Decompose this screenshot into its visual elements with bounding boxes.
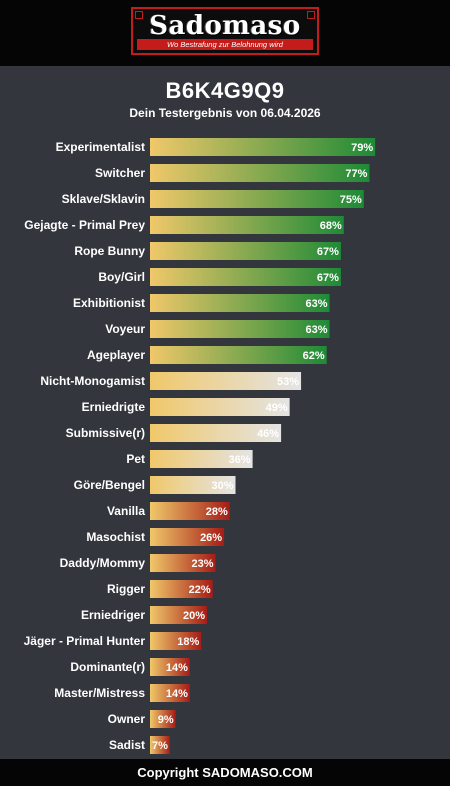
result-bar xyxy=(150,268,341,286)
value-label: 28% xyxy=(206,506,228,518)
result-bar xyxy=(150,476,236,494)
category-label: Switcher xyxy=(95,166,145,180)
value-label: 49% xyxy=(266,402,288,414)
value-label: 62% xyxy=(303,350,325,362)
category-label: Rope Bunny xyxy=(74,244,145,258)
logo-text: Sadomaso xyxy=(149,11,301,41)
result-bar xyxy=(150,684,190,702)
result-bar xyxy=(150,242,341,260)
result-bar xyxy=(150,138,376,156)
result-bar xyxy=(150,606,207,624)
value-label: 68% xyxy=(320,220,342,232)
result-bar xyxy=(150,320,330,338)
result-bar xyxy=(150,424,282,442)
value-label: 14% xyxy=(166,688,188,700)
category-label: Rigger xyxy=(107,582,145,596)
result-bar xyxy=(150,554,216,572)
category-label: Ageplayer xyxy=(87,348,145,362)
value-label: 26% xyxy=(200,532,222,544)
category-label: Daddy/Mommy xyxy=(60,556,146,570)
result-bar xyxy=(150,372,302,390)
category-label: Jäger - Primal Hunter xyxy=(24,634,146,648)
result-bar xyxy=(150,450,253,468)
value-label: 36% xyxy=(229,454,251,466)
result-bar xyxy=(150,190,364,208)
value-label: 79% xyxy=(351,142,373,154)
value-label: 77% xyxy=(345,168,367,180)
category-label: Sklave/Sklavin xyxy=(62,192,145,206)
result-bar xyxy=(150,164,370,182)
category-label: Sadist xyxy=(109,738,145,752)
result-title: B6K4G9Q9 xyxy=(165,78,285,103)
category-label: Voyeur xyxy=(105,322,145,336)
value-label: 53% xyxy=(277,376,299,388)
value-label: 63% xyxy=(306,298,328,310)
value-label: 23% xyxy=(192,558,214,570)
result-bar xyxy=(150,346,327,364)
result-bar xyxy=(150,580,213,598)
category-label: Boy/Girl xyxy=(98,270,145,284)
value-label: 18% xyxy=(177,636,199,648)
value-label: 67% xyxy=(317,246,339,258)
result-bar xyxy=(150,502,230,520)
logo-corner-ornament xyxy=(307,11,315,19)
sadomaso-logo[interactable]: Sadomaso Wo Bestrafung zur Belohnung wir… xyxy=(131,7,319,55)
result-bar xyxy=(150,736,170,754)
logo-corner-ornament xyxy=(135,11,143,19)
value-label: 7% xyxy=(152,740,168,752)
category-label: Göre/Bengel xyxy=(74,478,145,492)
result-bar xyxy=(150,658,190,676)
value-label: 67% xyxy=(317,272,339,284)
value-label: 75% xyxy=(340,194,362,206)
result-bar xyxy=(150,216,344,234)
result-bar xyxy=(150,710,176,728)
category-label: Experimentalist xyxy=(56,140,145,154)
category-label: Submissive(r) xyxy=(66,426,145,440)
value-label: 9% xyxy=(158,714,174,726)
category-label: Dominante(r) xyxy=(70,660,145,674)
result-bar xyxy=(150,528,225,546)
site-header: Sadomaso Wo Bestrafung zur Belohnung wir… xyxy=(0,0,450,66)
category-label: Erniedriger xyxy=(81,608,145,622)
value-label: 30% xyxy=(211,480,233,492)
value-label: 63% xyxy=(306,324,328,336)
category-label: Masochist xyxy=(86,530,145,544)
category-label: Erniedrigte xyxy=(82,400,146,414)
result-bar xyxy=(150,294,330,312)
value-label: 46% xyxy=(257,428,279,440)
value-label: 20% xyxy=(183,610,205,622)
category-label: Gejagte - Primal Prey xyxy=(24,218,145,232)
footer-copyright: Copyright SADOMASO.COM xyxy=(0,759,450,786)
category-label: Nicht-Monogamist xyxy=(40,374,145,388)
value-label: 22% xyxy=(189,584,211,596)
logo-tagline: Wo Bestrafung zur Belohnung wird xyxy=(137,39,313,50)
value-label: 14% xyxy=(166,662,188,674)
category-label: Vanilla xyxy=(107,504,145,518)
result-bar xyxy=(150,632,202,650)
category-label: Owner xyxy=(108,712,146,726)
category-label: Exhibitionist xyxy=(73,296,145,310)
result-subtitle: Dein Testergebnis von 06.04.2026 xyxy=(129,106,321,120)
result-bar xyxy=(150,398,290,416)
category-label: Master/Mistress xyxy=(54,686,145,700)
category-label: Pet xyxy=(126,452,145,466)
